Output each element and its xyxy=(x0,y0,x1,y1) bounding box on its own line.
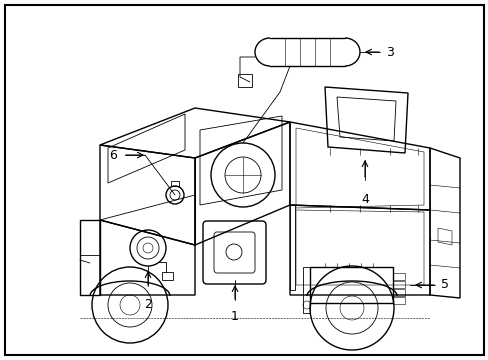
Text: 3: 3 xyxy=(385,45,393,59)
Text: 2: 2 xyxy=(144,298,152,311)
Text: 6: 6 xyxy=(109,149,117,162)
Text: 4: 4 xyxy=(360,193,368,206)
Text: 5: 5 xyxy=(440,279,448,292)
Text: 1: 1 xyxy=(231,310,239,323)
